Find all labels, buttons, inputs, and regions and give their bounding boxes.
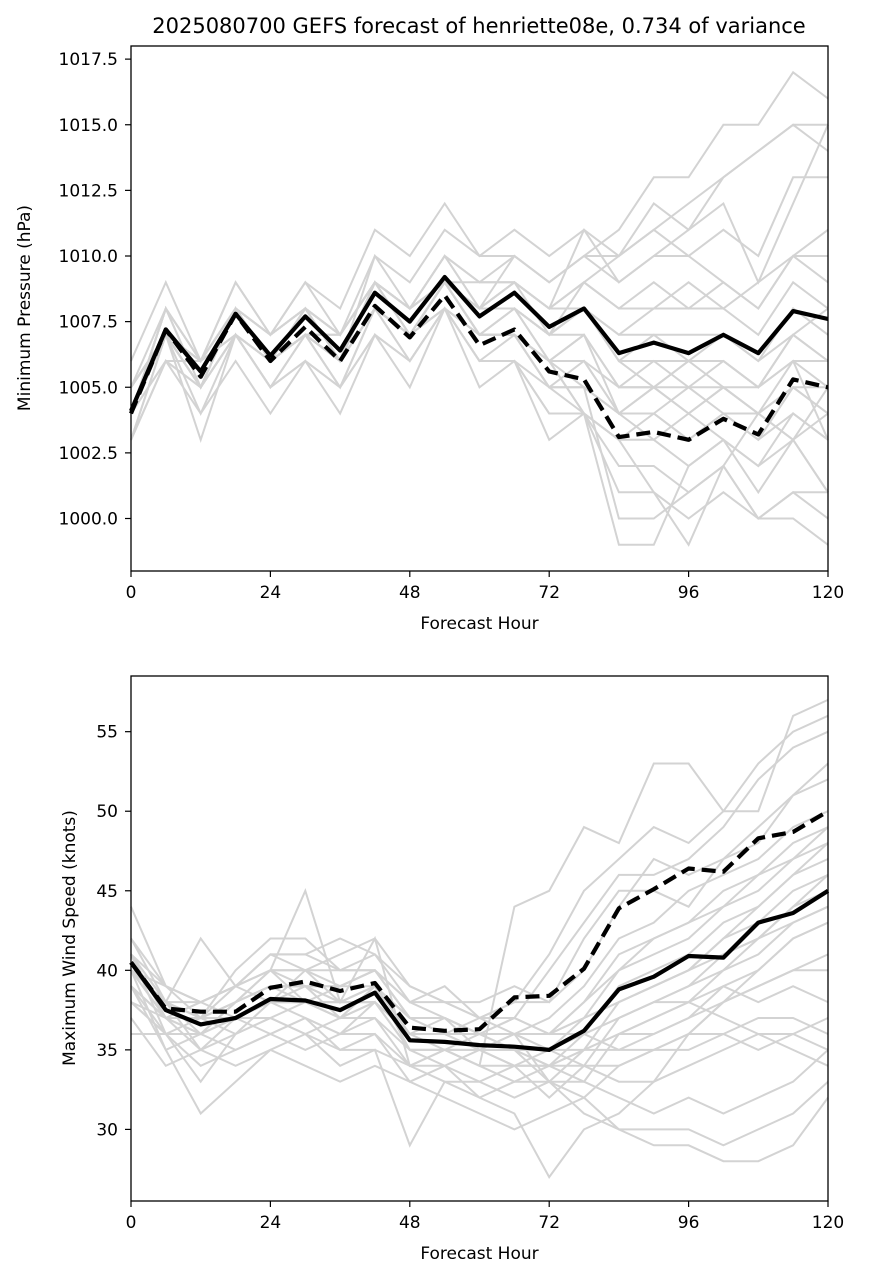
wind-member-line-13: [130, 953, 829, 1131]
pressure-member-line-9: [130, 280, 829, 414]
wind-x-tick-label: 24: [260, 1213, 282, 1233]
pressure-x-tick-label: 72: [538, 583, 560, 603]
wind-y-axis-label: Maximum Wind Speed (knots): [60, 810, 80, 1066]
wind-x-tick-label: 120: [812, 1213, 844, 1233]
wind-y-tick-label: 45: [96, 882, 118, 902]
pressure-member-line-27: [130, 307, 828, 415]
chart-title: 2025080700 GEFS forecast of henriette08e…: [152, 14, 805, 38]
wind-x-tick-label: 96: [678, 1213, 700, 1233]
wind-member-line-24: [130, 874, 829, 1051]
wind-member-line-14: [130, 985, 829, 1099]
wind-member-line-25: [130, 842, 829, 1035]
pressure-y-tick-label: 1007.5: [59, 313, 118, 333]
wind-member-line-5: [130, 810, 829, 1052]
wind-x-ticks: 0 24 48 72 96 120: [126, 1201, 844, 1233]
pressure-x-tick-label: 0: [126, 583, 137, 603]
pressure-x-axis-label: Forecast Hour: [420, 614, 538, 634]
pressure-x-tick-label: 120: [812, 583, 844, 603]
wind-member-line-15: [131, 1016, 829, 1067]
pressure-y-tick-label: 1000.0: [59, 510, 118, 530]
wind-member-line-11: [130, 905, 829, 1099]
pressure-y-ticks: 1000.0 1002.5 1005.0 1007.5 1010.0 1012.5 1015…: [59, 50, 131, 530]
wind-member-lines: [130, 698, 829, 1179]
pressure-y-tick-label: 1017.5: [59, 50, 118, 70]
pressure-mean-line: [129, 274, 829, 412]
wind-mean-line: [129, 889, 830, 1053]
wind-y-tick-label: 30: [96, 1120, 118, 1140]
pressure-x-tick-label: 24: [260, 583, 282, 603]
wind-member-line-23: [130, 905, 829, 1036]
pressure-y-tick-label: 1012.5: [59, 181, 118, 201]
wind-y-ticks: 30 35 40 45 50 55: [96, 723, 131, 1140]
wind-axes-frame: [130, 675, 829, 1202]
pressure-y-tick-label: 1010.0: [59, 247, 118, 267]
pressure-control-line: [129, 293, 829, 442]
pressure-x-ticks: 0 24 48 72 96 120: [126, 571, 844, 603]
pressure-member-line-0: [130, 123, 828, 414]
pressure-y-tick-label: 1015.0: [59, 116, 118, 136]
pressure-axes-frame: [130, 45, 829, 572]
wind-x-axis-label: Forecast Hour: [420, 1244, 538, 1264]
wind-x-tick-label: 72: [538, 1213, 560, 1233]
pressure-member-line-4: [130, 124, 829, 364]
pressure-y-tick-label: 1002.5: [59, 444, 118, 464]
wind-member-line-1: [130, 714, 829, 1020]
wind-y-tick-label: 40: [96, 961, 118, 981]
wind-member-line-19: [130, 969, 829, 1147]
wind-y-tick-label: 55: [96, 723, 118, 743]
pressure-member-line-21: [130, 280, 828, 416]
pressure-mean-lines: [129, 274, 829, 442]
pressure-x-tick-label: 96: [678, 583, 700, 603]
wind-x-tick-label: 48: [399, 1213, 421, 1233]
pressure-y-axis-label: Minimum Pressure (hPa): [15, 205, 35, 411]
wind-member-line-2: [130, 730, 829, 1036]
pressure-member-line-26: [130, 280, 829, 414]
wind-member-line-3: [130, 762, 829, 1004]
wind-y-tick-label: 50: [96, 802, 118, 822]
pressure-member-line-7: [130, 280, 829, 414]
pressure-member-lines: [130, 70, 829, 547]
wind-control-line: [129, 809, 830, 1033]
pressure-y-tick-label: 1005.0: [59, 378, 118, 398]
wind-x-tick-label: 0: [126, 1213, 137, 1233]
wind-mean-lines: [129, 809, 830, 1053]
pressure-member-line-2: [130, 123, 829, 414]
pressure-x-tick-label: 48: [399, 583, 421, 603]
pressure-panel: 0 24 48 72 96 120 1000.0 1002.5 1005.0 1007.5 101…: [15, 45, 844, 634]
wind-y-tick-label: 35: [96, 1041, 118, 1061]
